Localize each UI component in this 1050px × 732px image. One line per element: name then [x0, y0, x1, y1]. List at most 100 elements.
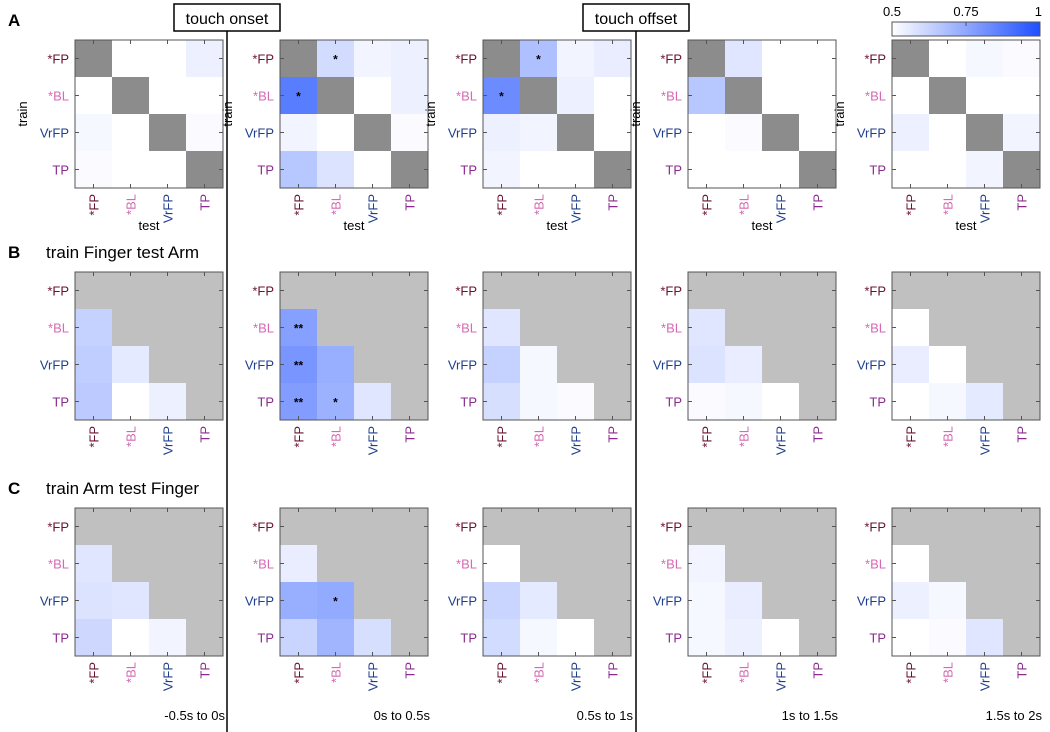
heatmap-cell — [186, 582, 224, 620]
y-tick-label: *FP — [455, 284, 477, 299]
heatmap-cell — [391, 40, 429, 78]
heatmap-panel: *FP *BL VrFP TP *FP *BL VrFP TP — [857, 507, 1041, 691]
x-tick-label: *BL — [124, 194, 139, 215]
y-tick-label: VrFP — [857, 594, 886, 609]
y-tick-label: VrFP — [40, 126, 69, 141]
heatmap-cell — [966, 151, 1004, 189]
heatmap-cell — [762, 508, 800, 546]
heatmap-cell — [149, 346, 187, 384]
y-tick-label: *FP — [864, 284, 886, 299]
y-tick-label: VrFP — [245, 358, 274, 373]
heatmap-cell — [929, 40, 967, 78]
y-tick-label: *BL — [253, 321, 274, 336]
heatmap-cell — [75, 545, 113, 583]
heatmap-cell — [354, 619, 392, 657]
heatmap-cell — [186, 114, 224, 152]
y-tick-label: *BL — [865, 557, 886, 572]
y-tick-label: TP — [665, 395, 682, 410]
y-tick-label: VrFP — [448, 358, 477, 373]
heatmap-panel: *FP *BL VrFP TP *FP *BL VrFP TP — [653, 507, 837, 691]
heatmap-cell — [594, 619, 632, 657]
x-tick-label: *FP — [904, 194, 919, 216]
x-tick-label: *BL — [941, 662, 956, 683]
heatmap-cell — [75, 309, 113, 347]
panel-border — [891, 39, 1041, 189]
heatmap-cell — [186, 40, 224, 78]
heatmap-cell — [892, 582, 930, 620]
x-tick-label: *FP — [292, 194, 307, 216]
y-axis-title: train — [423, 101, 438, 126]
heatmap-cell — [725, 545, 763, 583]
heatmap-cell — [391, 582, 429, 620]
heatmap-cell — [354, 545, 392, 583]
heatmap-cell — [483, 309, 521, 347]
heatmap-cell — [557, 151, 595, 189]
heatmap-cell — [186, 383, 224, 421]
heatmap-cell — [280, 582, 318, 620]
heatmap-cell — [557, 619, 595, 657]
heatmap-cell — [762, 383, 800, 421]
heatmap-cell — [354, 40, 392, 78]
heatmap-cell — [762, 545, 800, 583]
heatmap-cell — [892, 151, 930, 189]
section-letter: C — [8, 479, 20, 498]
x-tick-label: *FP — [700, 426, 715, 448]
y-tick-label: *BL — [865, 321, 886, 336]
y-tick-label: TP — [869, 395, 886, 410]
section-letter: B — [8, 243, 20, 262]
x-tick-label: VrFP — [774, 194, 789, 223]
x-tick-label: TP — [606, 426, 621, 443]
x-tick-label: *FP — [904, 426, 919, 448]
heatmap-cell — [688, 114, 726, 152]
heatmap-cell — [966, 40, 1004, 78]
y-tick-label: *BL — [661, 557, 682, 572]
heatmap-cell — [354, 346, 392, 384]
heatmap-cell — [280, 40, 318, 78]
x-tick-label: VrFP — [569, 662, 584, 691]
y-tick-label: *FP — [864, 52, 886, 67]
y-tick-label: *FP — [455, 520, 477, 535]
heatmap-cell — [966, 114, 1004, 152]
heatmap-cell — [354, 272, 392, 310]
y-tick-label: TP — [460, 163, 477, 178]
heatmap-cell — [1003, 114, 1041, 152]
x-tick-label: *BL — [941, 426, 956, 447]
y-tick-label: TP — [257, 631, 274, 646]
heatmap-cell — [186, 346, 224, 384]
panel-border — [687, 271, 837, 421]
y-tick-label: VrFP — [245, 594, 274, 609]
heatmap-cell — [186, 272, 224, 310]
y-tick-label: *FP — [252, 52, 274, 67]
x-tick-label: TP — [811, 194, 826, 211]
event-box — [582, 3, 690, 32]
heatmap-cell — [594, 77, 632, 115]
x-axis-title: test — [344, 218, 365, 233]
x-tick-label: TP — [811, 662, 826, 679]
heatmap-cell — [149, 40, 187, 78]
heatmap-cell — [149, 272, 187, 310]
heatmap-cell — [725, 272, 763, 310]
heatmap-cell — [1003, 77, 1041, 115]
heatmap-panel: *FP *BL VrFP TP *FP *BL VrFP TP — [40, 507, 224, 691]
x-tick-label: *FP — [700, 194, 715, 216]
heatmap-cell — [186, 545, 224, 583]
heatmap-cell — [762, 272, 800, 310]
time-window-label: 0.5s to 1s — [577, 708, 634, 723]
significance-star: * — [499, 90, 504, 104]
heatmap-cell — [1003, 151, 1041, 189]
y-tick-label: VrFP — [857, 126, 886, 141]
heatmap-cell — [391, 508, 429, 546]
x-axis-title: test — [139, 218, 160, 233]
y-tick-label: TP — [869, 631, 886, 646]
heatmap-cell — [391, 272, 429, 310]
heatmap-cell — [317, 346, 355, 384]
x-tick-label: *FP — [87, 194, 102, 216]
x-tick-label: VrFP — [569, 426, 584, 455]
heatmap-cell — [762, 40, 800, 78]
x-tick-label: TP — [403, 194, 418, 211]
heatmap-cell — [483, 346, 521, 384]
x-tick-label: TP — [811, 426, 826, 443]
heatmap-cell — [317, 151, 355, 189]
y-tick-label: VrFP — [40, 358, 69, 373]
heatmap-cell — [280, 545, 318, 583]
